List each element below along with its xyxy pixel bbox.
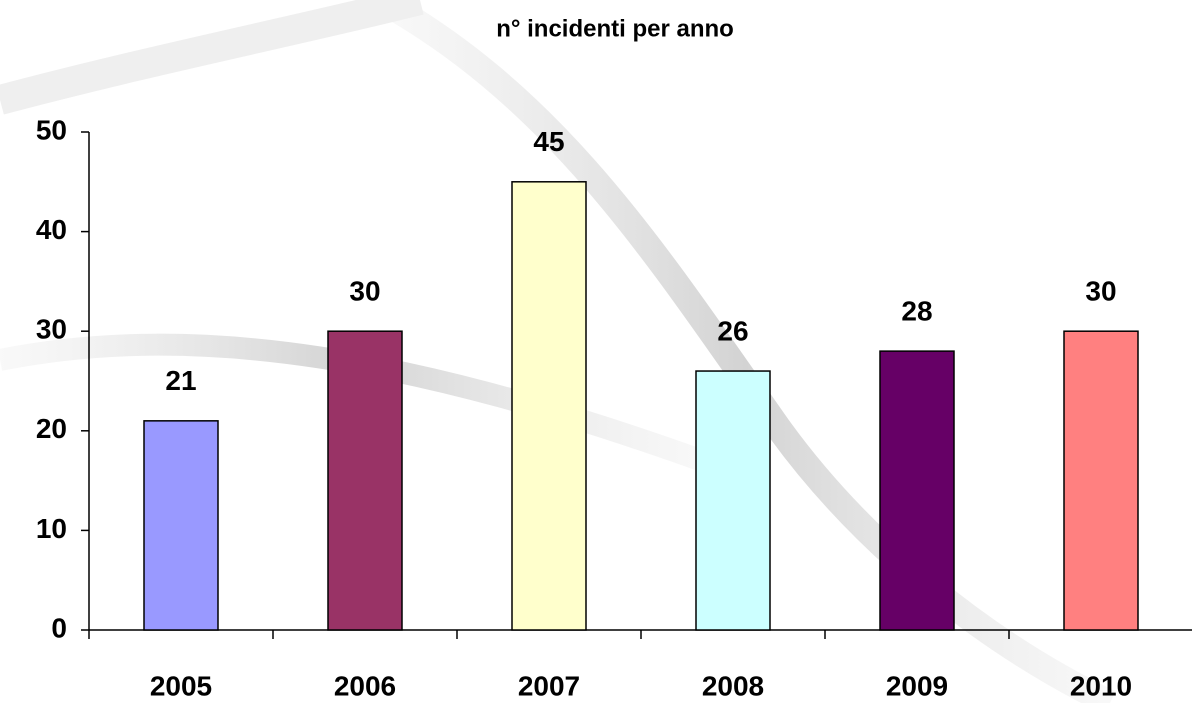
- y-tick-label: 0: [51, 612, 67, 643]
- bar: [879, 350, 955, 631]
- x-tick-label: 2006: [334, 670, 396, 701]
- y-tick-label: 40: [36, 214, 67, 245]
- x-tick-label: 2010: [1070, 670, 1132, 701]
- bar: [327, 330, 403, 631]
- x-tick-label: 2009: [886, 670, 948, 701]
- x-tick-label: 2005: [150, 670, 212, 701]
- x-tick-label: 2008: [702, 670, 764, 701]
- y-tick-label: 20: [36, 413, 67, 444]
- y-tick-label: 30: [36, 314, 67, 345]
- bar: [143, 420, 219, 631]
- data-label: 30: [349, 276, 380, 307]
- data-label: 45: [533, 126, 564, 157]
- bar: [695, 370, 771, 631]
- data-label: 30: [1085, 276, 1116, 307]
- data-label: 21: [165, 365, 196, 396]
- y-tick-label: 50: [36, 114, 67, 145]
- data-label: 26: [717, 315, 748, 346]
- data-label: 28: [901, 296, 932, 327]
- bar: [511, 181, 587, 631]
- x-tick-label: 2007: [518, 670, 580, 701]
- y-tick-label: 10: [36, 513, 67, 544]
- chart-title: n° incidenti per anno: [496, 15, 734, 42]
- bar: [1063, 330, 1139, 631]
